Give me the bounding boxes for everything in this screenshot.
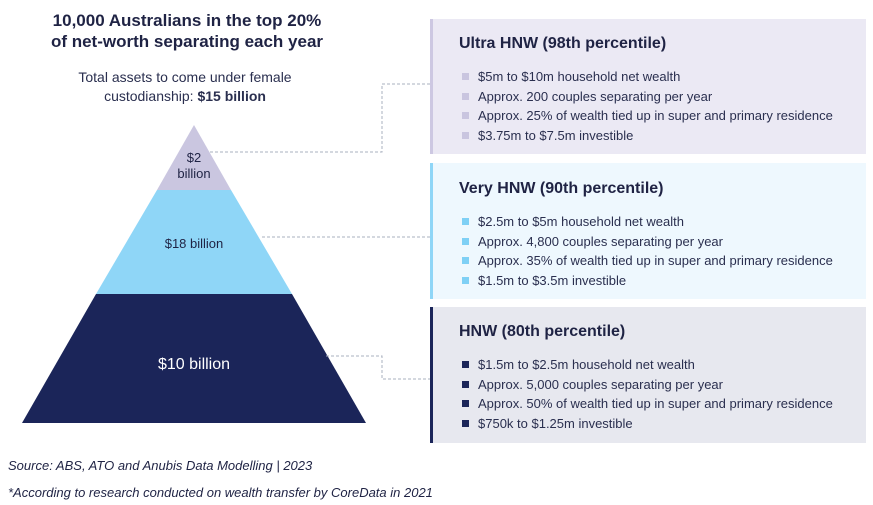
pyramid-label-middle: $18 billion [164, 236, 224, 251]
bullet-square-icon [462, 112, 469, 119]
bullet-square-icon [462, 218, 469, 225]
pyramid-tier-bottom [22, 294, 366, 423]
subtitle-line-1: Total assets to come under female [78, 69, 292, 85]
list-item: $2.5m to $5m household net wealth [459, 212, 866, 232]
bullet-square-icon [462, 276, 469, 284]
list-item-text: $2.5m to $5m household net wealth [478, 214, 684, 229]
bullet-square-icon [462, 400, 469, 407]
list-item: $1.5m to $2.5m household net wealth [459, 355, 866, 375]
bullet-square-icon [462, 237, 469, 245]
title-line-1: 10,000 Australians in the top 20% [52, 11, 322, 30]
pyramid-tier-top [157, 125, 231, 190]
list-item: Approx. 200 couples separating per year [459, 87, 866, 107]
bullet-list: $1.5m to $2.5m household net wealth Appr… [459, 355, 866, 433]
list-item-text: $1.5m to $2.5m household net wealth [478, 357, 695, 372]
pyramid-label-top-line1: $2 [186, 150, 202, 165]
subtitle-amount: $15 billion [197, 88, 266, 104]
bullet-square-icon [462, 361, 469, 368]
subtitle: Total assets to come under female custod… [40, 68, 330, 106]
list-item: $1.5m to $3.5m investible [459, 271, 866, 291]
list-item-text: Approx. 4,800 couples separating per yea… [478, 233, 723, 249]
bullet-square-icon [462, 380, 469, 388]
panel-hnw: HNW (80th percentile) $1.5m to $2.5m hou… [430, 307, 866, 443]
connector-bottom [326, 355, 430, 380]
list-item: $5m to $10m household net wealth [459, 67, 866, 87]
panel-heading: Very HNW (90th percentile) [459, 180, 664, 197]
pyramid-label-top: $2 billion [164, 150, 224, 182]
footnote: *According to research conducted on weal… [8, 485, 433, 500]
subtitle-prefix: custodianship: [104, 88, 198, 104]
list-item-text: $3.75m to $7.5m investible [478, 127, 634, 143]
pyramid-tier-middle [96, 190, 292, 294]
title-line-2: of net-worth separating each year [50, 32, 324, 51]
list-item: $750k to $1.25m investible [459, 414, 866, 434]
list-item-text: Approx. 25% of wealth tied up in super a… [478, 108, 833, 123]
bullet-square-icon [462, 131, 469, 139]
list-item-text: $750k to $1.25m investible [478, 415, 633, 431]
list-item-text: Approx. 35% of wealth tied up in super a… [478, 253, 833, 268]
bullet-list: $2.5m to $5m household net wealth Approx… [459, 212, 866, 290]
bullet-square-icon [462, 92, 469, 100]
subtitle-line-2: custodianship: $15 billion [40, 87, 330, 106]
list-item-text: Approx. 200 couples separating per year [478, 88, 713, 104]
list-item: Approx. 35% of wealth tied up in super a… [459, 251, 866, 271]
list-item: Approx. 5,000 couples separating per yea… [459, 375, 866, 395]
source-note: Source: ABS, ATO and Anubis Data Modelli… [8, 458, 313, 473]
list-item-text: $5m to $10m household net wealth [478, 69, 681, 84]
panel-heading: HNW (80th percentile) [459, 323, 626, 340]
panel-heading: Ultra HNW (98th percentile) [459, 35, 667, 52]
list-item-text: Approx. 50% of wealth tied up in super a… [478, 396, 833, 411]
bullet-square-icon [462, 419, 469, 427]
list-item: $3.75m to $7.5m investible [459, 126, 866, 146]
list-item: Approx. 50% of wealth tied up in super a… [459, 394, 866, 414]
list-item: Approx. 4,800 couples separating per yea… [459, 232, 866, 252]
pyramid-label-bottom: $10 billion [157, 356, 231, 373]
pyramid-label-top-line2: billion [177, 166, 211, 181]
list-item: Approx. 25% of wealth tied up in super a… [459, 106, 866, 126]
connector-top [210, 83, 430, 153]
bullet-square-icon [462, 257, 469, 264]
bullet-list: $5m to $10m household net wealth Approx.… [459, 67, 866, 145]
panel-very-hnw: Very HNW (90th percentile) $2.5m to $5m … [430, 163, 866, 299]
bullet-square-icon [462, 73, 469, 80]
list-item-text: $1.5m to $3.5m investible [478, 272, 627, 288]
page-title: 10,000 Australians in the top 20% of net… [22, 10, 352, 52]
panel-ultra-hnw: Ultra HNW (98th percentile) $5m to $10m … [430, 19, 866, 154]
list-item-text: Approx. 5,000 couples separating per yea… [478, 376, 723, 392]
